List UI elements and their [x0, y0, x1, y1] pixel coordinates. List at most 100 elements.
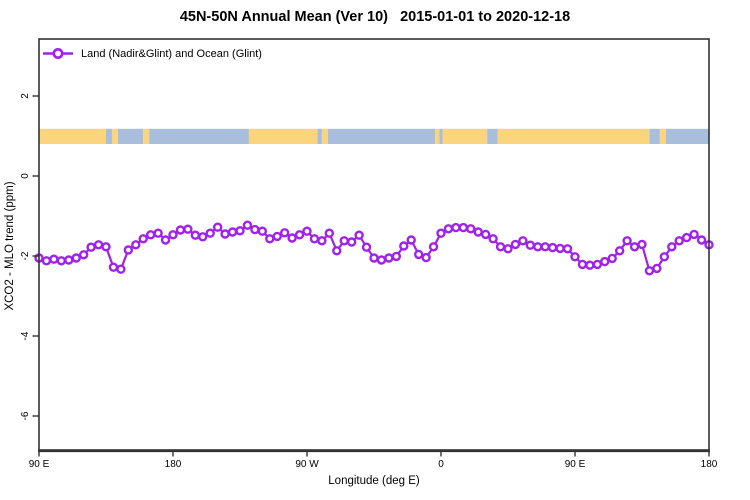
map-strip-segment-ocean	[106, 128, 112, 144]
data-point	[279, 228, 290, 238]
data-point	[86, 242, 96, 252]
data-point	[614, 246, 625, 256]
data-point	[369, 253, 379, 263]
data-point	[190, 230, 201, 240]
map-strip-segment-ocean	[317, 128, 322, 144]
data-point	[138, 234, 148, 244]
map-strip-segment-ocean	[439, 128, 443, 144]
x-tick-label: 0	[438, 459, 444, 470]
data-point	[681, 232, 692, 243]
data-point	[443, 224, 454, 234]
data-point	[607, 253, 617, 264]
data-point	[227, 227, 238, 237]
data-point	[562, 244, 573, 254]
legend-marker-icon	[43, 48, 73, 59]
map-strip-segment-land	[111, 128, 118, 144]
map-strip-segment-land	[248, 128, 318, 144]
legend: Land (Nadir&Glint) and Ocean (Glint)	[42, 46, 262, 61]
data-point	[406, 235, 416, 245]
data-point	[518, 236, 528, 246]
map-strip-segment-ocean	[487, 128, 498, 144]
data-point	[257, 226, 268, 236]
data-point	[93, 240, 104, 250]
map-strip-segment-land	[321, 128, 328, 144]
data-point	[622, 236, 632, 246]
data-point	[145, 230, 156, 240]
y-tick-label: 2	[20, 93, 31, 99]
data-point	[473, 227, 483, 237]
x-tick-label: 90 W	[295, 459, 319, 470]
data-point	[547, 242, 558, 253]
data-point	[317, 236, 327, 246]
map-strip-segment-ocean	[117, 128, 144, 144]
data-point	[205, 228, 215, 238]
data-point	[637, 239, 647, 250]
data-point	[533, 242, 543, 252]
data-point	[592, 259, 603, 270]
legend-label: Land (Nadir&Glint) and Ocean (Glint)	[81, 47, 262, 60]
data-point	[287, 233, 297, 243]
data-point	[585, 260, 595, 270]
data-point	[101, 242, 111, 252]
data-point	[674, 236, 684, 246]
data-point	[652, 263, 662, 274]
data-point	[696, 235, 707, 245]
data-point	[250, 224, 260, 235]
data-point	[495, 242, 506, 252]
data-point	[600, 256, 610, 267]
data-point	[116, 264, 126, 274]
data-point	[503, 244, 513, 254]
chart-title: 45N-50N Annual Mean (Ver 10) 2015-01-01 …	[179, 9, 571, 25]
map-strip-segment-ocean	[149, 128, 249, 144]
map-strip-segment-land	[497, 128, 650, 144]
y-tick-label: 0	[20, 173, 31, 179]
map-strip-segment-ocean	[649, 128, 660, 144]
data-point	[131, 240, 141, 250]
data-point	[56, 256, 67, 266]
data-point	[123, 245, 134, 255]
data-point	[428, 242, 439, 252]
data-point	[376, 255, 387, 265]
data-point	[421, 252, 431, 263]
data-point	[570, 252, 580, 262]
data-point	[220, 229, 230, 239]
y-tick-label: -2	[20, 251, 31, 260]
data-point	[480, 229, 491, 240]
data-point	[667, 242, 677, 252]
data-point	[294, 230, 305, 240]
map-strip-segment-land	[143, 128, 150, 144]
data-point	[168, 230, 178, 240]
y-tick-label: -4	[20, 331, 31, 340]
data-point	[198, 232, 208, 242]
data-point	[466, 224, 476, 234]
data-point	[265, 234, 275, 244]
plot-generated-layer: 90 E 180 90 W 0 90 E 180 2 0 -2 -4 -6	[20, 38, 718, 470]
map-strip-segment-land	[39, 128, 106, 144]
data-point	[235, 226, 245, 236]
data-point	[71, 253, 81, 263]
data-point	[689, 229, 699, 240]
data-point	[458, 222, 469, 233]
data-point	[436, 228, 446, 238]
y-axis-title: XCO2 - MLO trend (ppm)	[4, 181, 16, 311]
x-tick-label: 180	[701, 459, 718, 470]
data-point	[577, 259, 588, 270]
data-point	[64, 255, 74, 265]
data-point	[354, 230, 364, 240]
map-strip-segment-land	[659, 128, 666, 144]
x-tick-label: 90 E	[565, 459, 586, 470]
map-strip-segment-land	[442, 128, 488, 144]
data-point	[108, 262, 119, 272]
map-strip-segment-ocean	[665, 128, 709, 144]
data-point	[242, 220, 253, 230]
data-point	[324, 228, 335, 238]
data-point	[659, 252, 670, 262]
map-strip-segment-ocean	[327, 128, 436, 144]
data-point	[160, 235, 171, 245]
data-point	[413, 249, 424, 260]
data-point	[175, 225, 186, 235]
data-point	[644, 266, 655, 276]
data-point	[302, 226, 312, 236]
data-point	[49, 254, 59, 264]
